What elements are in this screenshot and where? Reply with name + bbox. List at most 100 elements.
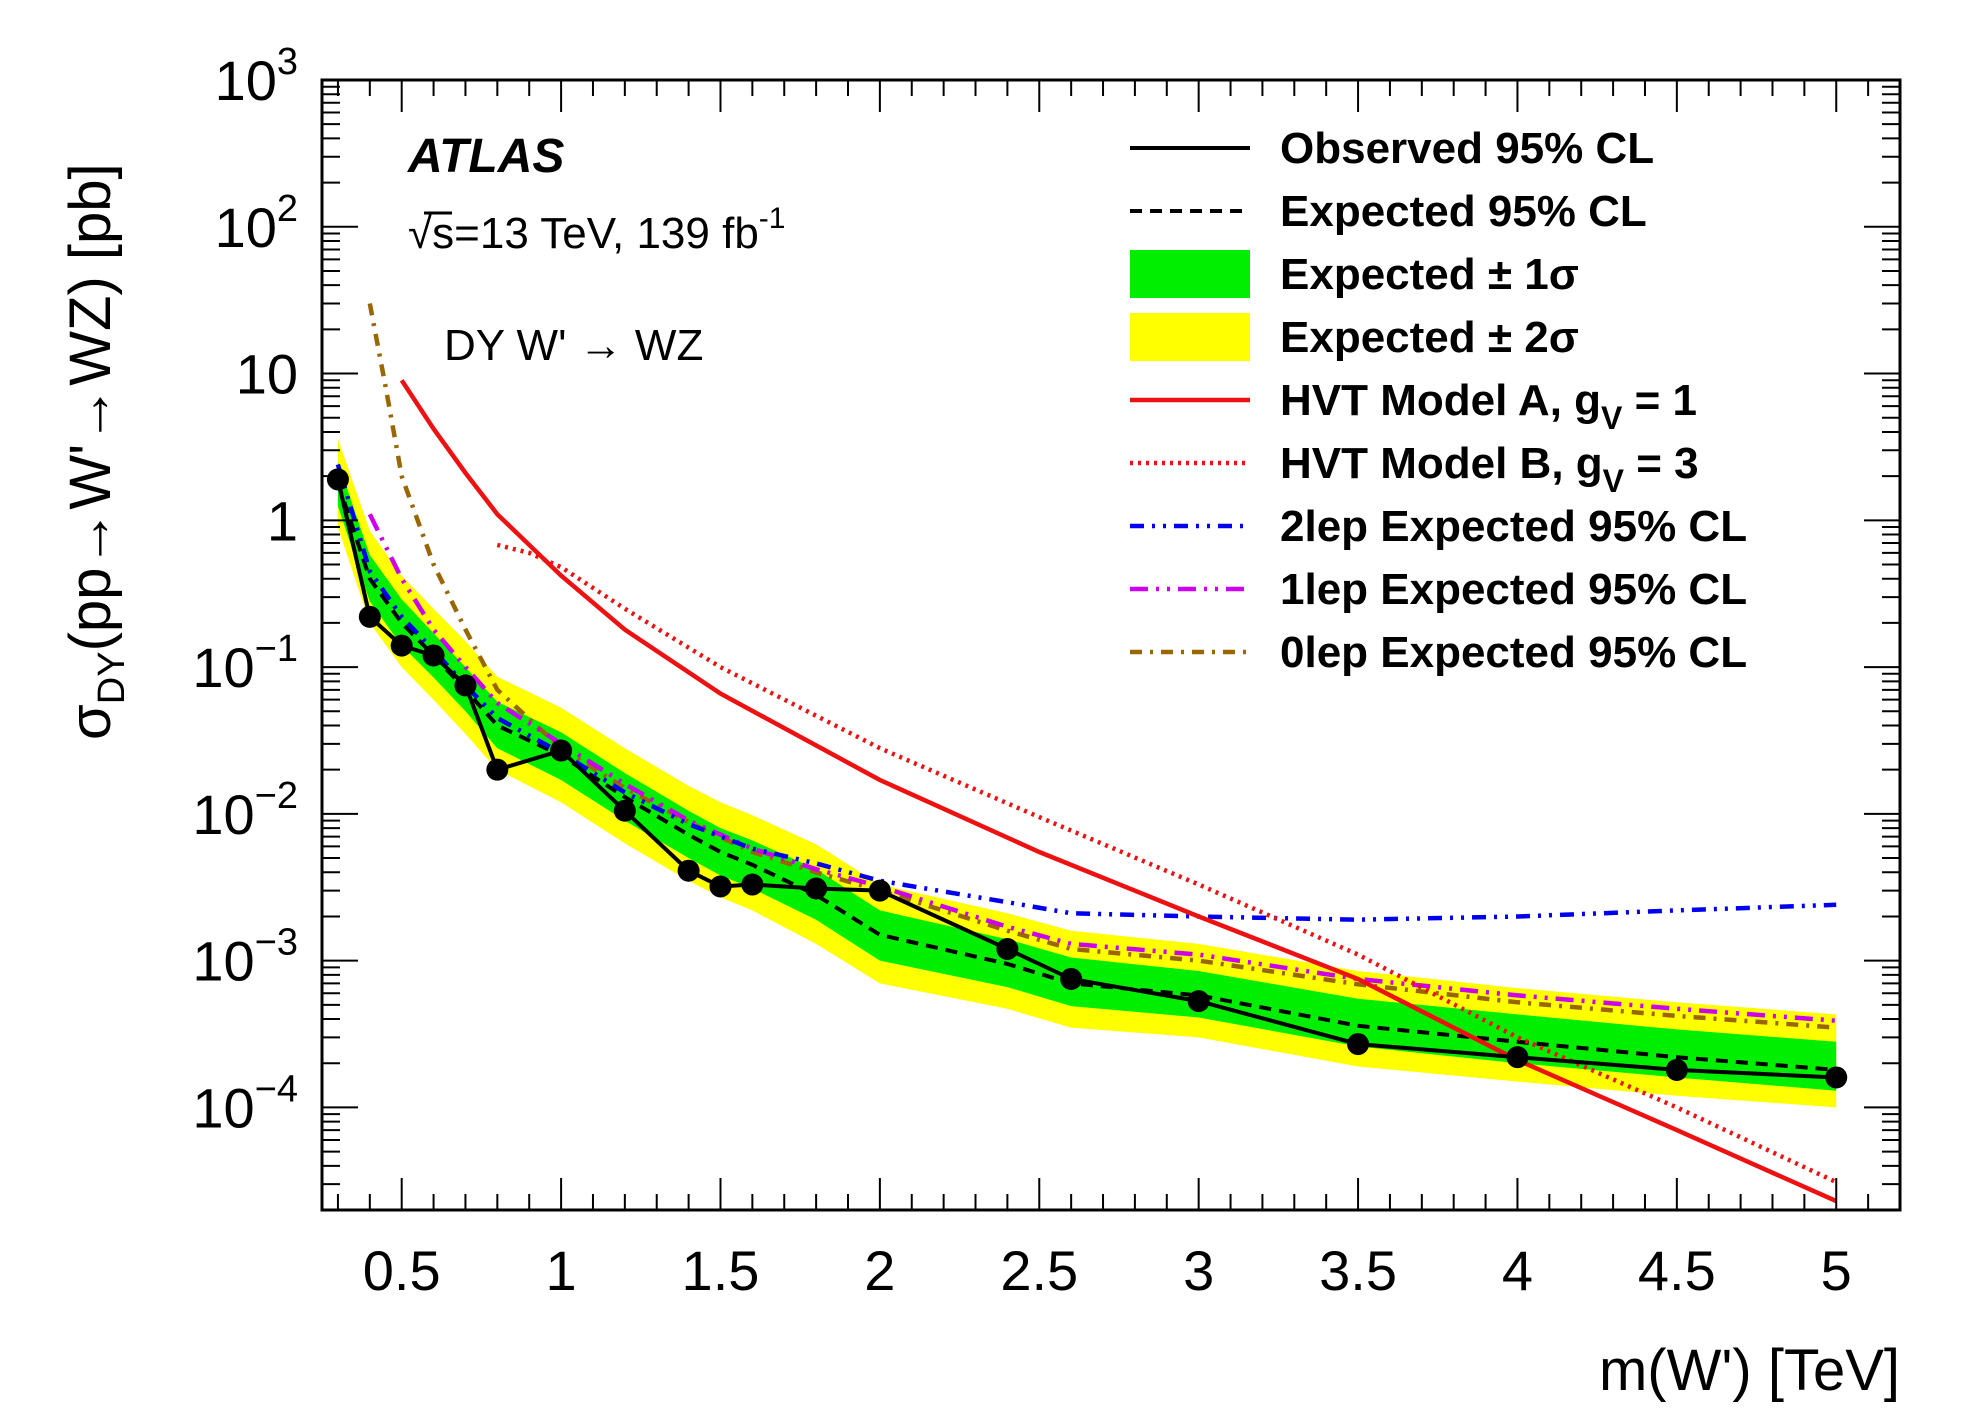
y-tick-exponent: −2: [255, 775, 298, 817]
legend-label: Observed 95% CL: [1280, 124, 1654, 173]
y-tick-label: 10−1: [192, 628, 298, 699]
sqrt-symbol: √: [408, 209, 433, 258]
x-axis-title: m(W') [TeV]: [1599, 1338, 1900, 1403]
y-tick-exponent: −4: [255, 1068, 298, 1110]
hvt-a-line: [399, 379, 1838, 1204]
y-tick-label: 10−2: [192, 775, 298, 846]
observed-point: [1506, 1046, 1529, 1069]
y-axis-title: σDY(pp→W'→WZ) [pb]: [58, 163, 133, 740]
y-tick-base: 10: [192, 930, 254, 993]
legend-swatch: [1130, 313, 1250, 361]
limit-curves: [335, 303, 1838, 1204]
observed-point: [805, 877, 828, 900]
legend-entry-band1: Expected ± 1σ: [1130, 250, 1579, 299]
lep1-line: [367, 513, 1837, 1023]
observed-point: [1665, 1058, 1688, 1081]
y-tick-label: 10−3: [192, 922, 298, 993]
process-label: DY W' → WZ: [444, 321, 703, 370]
x-tick-label: 3.5: [1319, 1239, 1397, 1302]
legend-label: Expected 95% CL: [1280, 187, 1647, 236]
lep0-line: [367, 303, 1837, 1030]
y-tick-exponent: −1: [255, 628, 298, 670]
legend-label-text: Expected ± 1σ: [1280, 250, 1579, 299]
legend-entry-lep0: 0lep Expected 95% CL: [1130, 628, 1747, 677]
y-tick-label: 10: [236, 343, 298, 406]
x-tick-label: 5: [1821, 1239, 1852, 1302]
hvt-b-line: [496, 542, 1838, 1185]
observed-point: [613, 799, 636, 822]
legend-label: HVT Model B, gV = 3: [1280, 439, 1699, 499]
legend-label-text: 0lep Expected 95% CL: [1280, 628, 1747, 677]
legend-label-text: 2lep Expected 95% CL: [1280, 502, 1747, 551]
sqrt-s: s: [432, 209, 454, 258]
legend-label: HVT Model A, gV = 1: [1280, 376, 1697, 436]
observed-point: [1060, 967, 1083, 990]
legend-label: 2lep Expected 95% CL: [1280, 502, 1747, 551]
legend-label: Expected ± 1σ: [1280, 250, 1579, 299]
y-axis-title-sub: DY: [91, 651, 133, 704]
observed-point: [454, 674, 477, 697]
atlas-label: ATLAS: [407, 130, 564, 183]
expected-bands: [337, 438, 1837, 1108]
x-tick-label: 0.5: [363, 1239, 441, 1302]
legend: Observed 95% CL Expected 95% CL Expected ±…: [1130, 124, 1747, 677]
y-tick-base: 10: [215, 196, 277, 259]
legend-label-sub: V: [1601, 400, 1623, 436]
observed-point: [1187, 990, 1210, 1013]
observed-point: [1825, 1066, 1848, 1089]
x-tick-label: 1.5: [682, 1239, 760, 1302]
observed-point: [677, 859, 700, 882]
y-tick-label: 103: [215, 41, 298, 112]
lumi-superscript: -1: [759, 202, 786, 235]
y-tick-base: 10: [215, 49, 277, 112]
observed-point: [868, 879, 891, 902]
y-tick-base: 10: [192, 636, 254, 699]
plot-frame: [320, 78, 1902, 1212]
y-tick-label: 10−4: [192, 1068, 298, 1139]
legend-entry-observed: Observed 95% CL: [1130, 124, 1654, 173]
observed-point: [486, 758, 509, 781]
legend-label-text: Expected 95% CL: [1280, 187, 1647, 236]
legend-entry-hvt-a: HVT Model A, gV = 1: [1130, 376, 1697, 436]
x-tick-label: 3: [1183, 1239, 1214, 1302]
observed-point: [741, 873, 764, 896]
legend-label-suffix: = 3: [1624, 439, 1699, 488]
y-tick-exponent: 2: [277, 188, 298, 230]
observed-point: [550, 739, 573, 762]
x-tick-label: 4.5: [1638, 1239, 1716, 1302]
y-tick-base: 10: [236, 343, 298, 406]
legend-label-text: HVT Model A, g: [1280, 376, 1601, 425]
observed-point: [1347, 1033, 1370, 1056]
y-axis-title-rest: (pp→W'→WZ) [pb]: [58, 163, 123, 651]
observed-points: [326, 468, 1848, 1089]
observed-point: [422, 644, 445, 667]
x-tick-label: 2.5: [1000, 1239, 1078, 1302]
observed-point: [358, 605, 381, 628]
y-tick-base: 10: [192, 1076, 254, 1139]
x-axis: 0.5 1 1.5 2 2.5 3 3.5 4 4.5 5: [336, 80, 1901, 1302]
energy-text: =13 TeV, 139 fb: [454, 209, 759, 258]
y-axis-title-sigma: σ: [58, 704, 123, 740]
energy-lumi-label: √s=13 TeV, 139 fb-1: [408, 202, 785, 258]
x-tick-label: 4: [1502, 1239, 1533, 1302]
legend-label-text: 1lep Expected 95% CL: [1280, 565, 1747, 614]
legend-label-suffix: = 1: [1622, 376, 1697, 425]
legend-label-text: Observed 95% CL: [1280, 124, 1654, 173]
band-1sigma: [337, 461, 1837, 1091]
y-tick-label: 102: [215, 188, 298, 259]
legend-label-text: HVT Model B, g: [1280, 439, 1603, 488]
observed-point: [326, 468, 349, 491]
y-tick-base: 1: [267, 489, 298, 552]
legend-entry-band2: Expected ± 2σ: [1130, 313, 1579, 362]
legend-entry-expected: Expected 95% CL: [1130, 187, 1647, 236]
y-tick-label: 1: [267, 489, 298, 552]
legend-label: 1lep Expected 95% CL: [1280, 565, 1747, 614]
legend-entry-lep2: 2lep Expected 95% CL: [1130, 502, 1747, 551]
legend-entry-lep1: 1lep Expected 95% CL: [1130, 565, 1747, 614]
observed-point: [996, 938, 1019, 961]
observed-point: [390, 634, 413, 657]
y-tick-exponent: −3: [255, 922, 298, 964]
legend-label-sub: V: [1603, 463, 1625, 499]
